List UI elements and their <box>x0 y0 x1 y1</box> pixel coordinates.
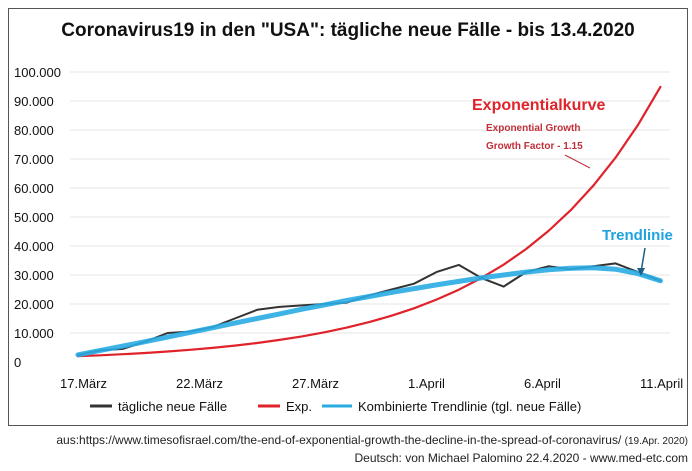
legend-label: Exp. <box>286 399 312 414</box>
source-url[interactable]: aus:https://www.timesofisrael.com/the-en… <box>56 433 622 447</box>
y-tick-label: 70.000 <box>14 152 54 167</box>
x-tick-label: 22.März <box>176 376 223 391</box>
x-tick-label: 11.April <box>640 376 683 391</box>
series-line-1 <box>76 85 662 358</box>
x-tick-label: 17.März <box>60 376 107 391</box>
y-tick-label: 90.000 <box>14 94 54 109</box>
y-tick-label: 50.000 <box>14 210 54 225</box>
y-tick-label: 30.000 <box>14 268 54 283</box>
legend-label: tägliche neue Fälle <box>118 399 227 414</box>
series-line-2 <box>75 265 663 358</box>
exp-note: Exponential Growth <box>486 123 580 134</box>
x-tick-label: 27.März <box>292 376 339 391</box>
x-tick-label: 1.April <box>408 376 445 391</box>
source-line: aus:https://www.timesofisrael.com/the-en… <box>56 433 688 447</box>
y-tick-label: 0 <box>14 355 21 370</box>
series-line-0 <box>77 262 662 356</box>
y-tick-label: 40.000 <box>14 239 54 254</box>
y-tick-label: 60.000 <box>14 181 54 196</box>
y-tick-label: 100.000 <box>14 65 61 80</box>
credit-line: Deutsch: von Michael Palomino 22.4.2020 … <box>354 451 689 465</box>
exp-arrow <box>564 154 591 169</box>
y-tick-label: 20.000 <box>14 297 54 312</box>
trend-label: Trendlinie <box>602 227 673 244</box>
trend-arrow-head <box>637 268 645 276</box>
legend-label: Kombinierte Trendlinie (tgl. neue Fälle) <box>358 399 581 414</box>
x-tick-label: 6.April <box>524 376 561 391</box>
y-tick-label: 80.000 <box>14 123 54 138</box>
chart-title: Coronavirus19 in den "USA": tägliche neu… <box>61 20 635 41</box>
exp-note: Growth Factor - 1.15 <box>486 141 583 152</box>
chart-frame <box>8 8 688 426</box>
source-date: (19.Apr. 2020) <box>624 436 688 447</box>
exp-label: Exponentialkurve <box>472 97 605 114</box>
y-tick-label: 10.000 <box>14 326 54 341</box>
